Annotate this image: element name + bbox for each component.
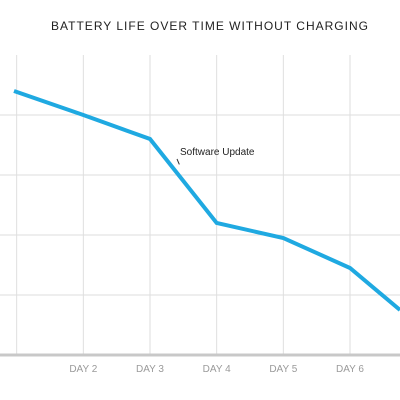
series-layer bbox=[13, 89, 400, 312]
chart-title: BATTERY LIFE OVER TIME WITHOUT CHARGING bbox=[51, 19, 369, 33]
battery-life-series-line bbox=[13, 89, 400, 312]
x-tick-label: DAY 3 bbox=[136, 364, 164, 375]
x-tick-label: DAY 4 bbox=[203, 364, 231, 375]
x-axis-ticks: DAY 2 DAY 3 DAY 4 DAY 5 DAY 6 bbox=[69, 364, 364, 375]
gridlines bbox=[0, 55, 400, 355]
annotation-leader bbox=[176, 158, 180, 165]
x-tick-label: DAY 6 bbox=[336, 364, 364, 375]
x-tick-label: DAY 5 bbox=[269, 364, 297, 375]
annotation-layer: Software Update bbox=[176, 147, 255, 165]
x-tick-label: DAY 2 bbox=[69, 364, 97, 375]
annotation-software-update: Software Update bbox=[180, 147, 255, 158]
